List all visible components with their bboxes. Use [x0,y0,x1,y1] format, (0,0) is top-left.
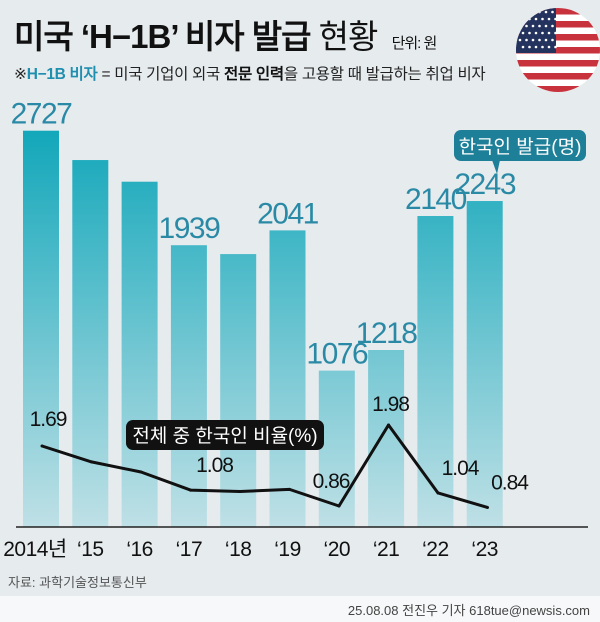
footer-bar [0,596,600,622]
title-main: 미국 ‘H−1B’ 비자 발급 [14,18,311,55]
credit-line: 25.08.08 전진우 기자 618tue@newsis.com [347,603,590,618]
x-tick-label: ‘19 [274,538,301,561]
star-icon [525,24,528,28]
line-point [139,470,143,474]
x-tick-label: ‘17 [176,538,203,561]
star-icon [554,31,557,35]
x-tick-label: ‘21 [373,538,400,561]
line-value-label: 1.69 [30,408,67,431]
x-tick-label: ‘15 [77,538,104,561]
bar-value-label: 2243 [454,168,516,201]
star-icon [551,10,554,14]
subtitle-bold: 전문 인력 [224,66,284,83]
line-value-label: 1.04 [442,457,480,480]
bar-0 [23,130,59,527]
title-light: 현황 [318,18,379,55]
source-note: 자료: 과학기술정보통신부 [8,575,147,590]
bar-value-label: 1218 [356,317,418,350]
ratio-line [41,423,488,509]
bar-value-label: 2140 [405,183,467,216]
star-icon [528,45,531,49]
x-tick-label: ‘23 [471,538,498,561]
bar-value-label: 2727 [11,98,73,131]
line-point [288,487,291,491]
bar-value-label: 2041 [257,197,319,230]
bar-1 [72,160,109,528]
subtitle-post: 을 고용할 때 발급하는 취업 비자 [283,66,486,83]
star-icon [538,38,541,42]
bar-3 [170,245,207,527]
star-icon [528,31,531,35]
bar-5 [269,230,306,527]
bar-series-name: 한국인 발급(명) [459,136,582,158]
star-icon [547,17,551,21]
x-tick-label: ‘18 [225,538,252,561]
star-icon [544,38,548,42]
star-icon [554,45,557,49]
star-icon [541,45,544,49]
star-icon [541,17,544,21]
x-tick-label: ‘20 [324,538,351,561]
line-series-legend: 전체 중 한국인 비율(%) [126,420,324,450]
line-point [238,490,242,494]
line-point [436,491,440,495]
line-point [40,444,44,448]
subtitle-pre: = 미국 기업이 외국 [97,66,224,83]
star-icon [518,38,522,42]
bar-series-callout: 한국인 발급(명) [454,130,586,174]
star-icon [534,45,538,49]
star-icon [534,17,538,21]
star-icon [544,10,548,14]
star-icon [551,24,554,28]
bar-4 [220,254,257,528]
x-tick-label: ‘16 [126,538,153,561]
x-tick-label: ‘22 [422,538,449,561]
page-title: 미국 ‘H−1B’ 비자 발급 현황 단위: 원 [14,10,438,58]
star-icon [538,24,541,28]
bar-value-label: 1076 [306,338,368,371]
bar-6 [318,370,355,527]
us-flag-icon [516,8,600,92]
line-value-label: 0.84 [491,471,529,494]
star-icon [521,31,525,35]
line-value-label: 0.86 [313,470,350,493]
star-icon [534,31,538,35]
x-tick-label: 2014년 [3,538,67,561]
star-icon [554,17,557,21]
star-icon [547,31,551,35]
bar-value-label: 1939 [159,212,221,245]
line-value-label: 1.08 [196,454,233,477]
star-icon [521,45,525,49]
star-icon [531,24,535,28]
star-icon [544,24,548,28]
line-point [189,488,192,492]
unit-label: 단위: 원 [391,35,438,52]
star-icon [525,38,528,42]
line-point [486,505,489,509]
bar-9 [466,201,503,527]
star-icon [547,45,551,49]
star-icon [531,38,535,42]
line-series-name: 전체 중 한국인 비율(%) [132,425,317,447]
star-icon [551,38,554,42]
subtitle-term: H−1B 비자 [26,66,98,83]
subtitle-mark: ※ [14,66,27,83]
star-icon [541,31,544,35]
line-point [387,423,390,427]
bar-8 [417,216,454,527]
line-point [90,460,93,464]
line-point [337,504,341,508]
subtitle: ※H−1B 비자 = 미국 기업이 외국 전문 인력을 고용할 때 발급하는 취… [14,62,486,84]
line-value-label: 1.98 [372,393,409,416]
